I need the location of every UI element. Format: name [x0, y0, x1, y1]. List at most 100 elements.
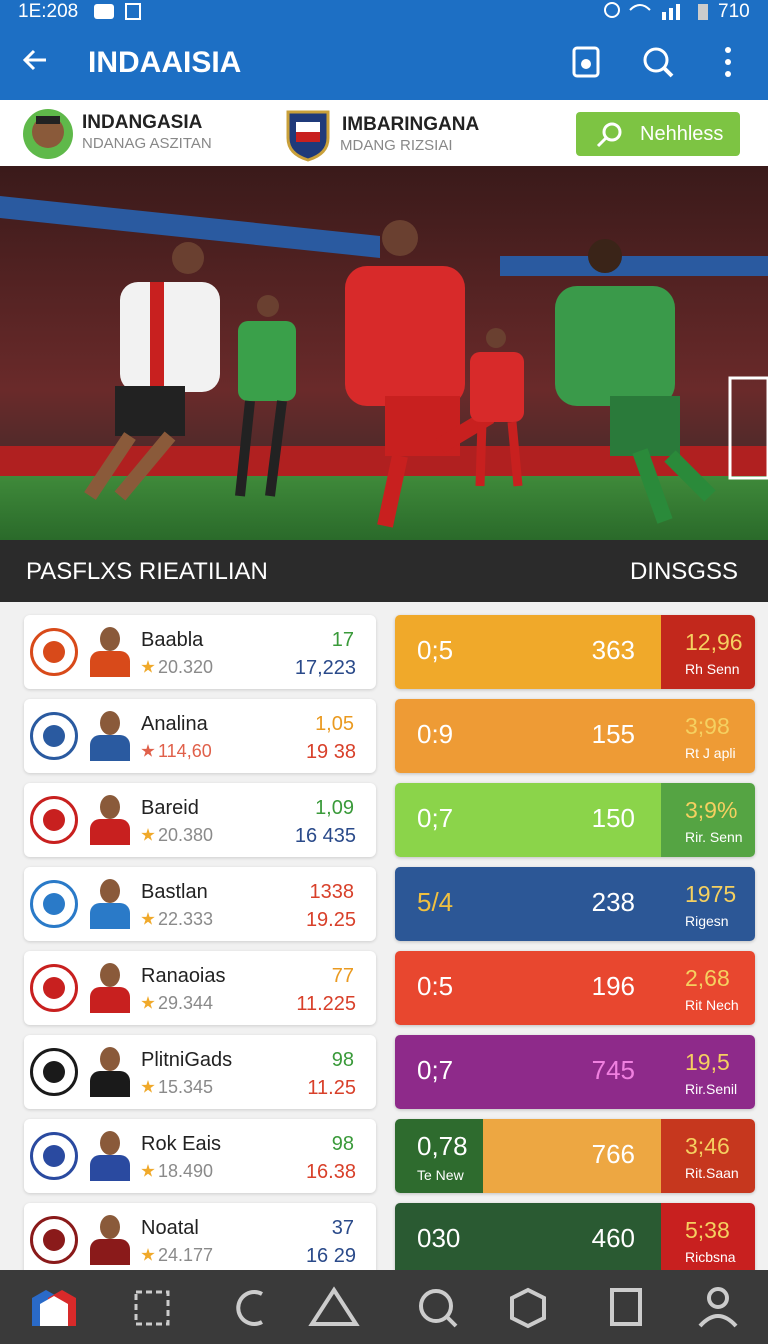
- section-action[interactable]: DINSGSS: [629, 558, 738, 585]
- player-avatar: [90, 1215, 130, 1265]
- player-avatar: [90, 1047, 130, 1097]
- stat-top: 1,09: [315, 797, 354, 819]
- stat-panel: 0;7 745 19,5 Rir.Senil: [395, 1035, 755, 1109]
- status-icons: [94, 3, 141, 20]
- section-header: [0, 540, 768, 602]
- stat-panel: 0;5 363 12,96 Rh Senn: [395, 615, 755, 689]
- player-rating: 20.320: [158, 657, 214, 677]
- player-rating: 114,60: [158, 741, 212, 761]
- side-cell: 19,5 Rir.Senil: [661, 1035, 755, 1109]
- player-avatar: [90, 795, 130, 845]
- player-name: Ranaoias: [141, 965, 226, 987]
- stat-panel: 030 460 5;38 Ricbsna: [395, 1203, 755, 1277]
- bottom-nav: [0, 1270, 768, 1344]
- app-actions[interactable]: [570, 44, 740, 80]
- score: 030: [417, 1223, 461, 1253]
- player-avatar: [90, 879, 130, 929]
- crest-center: [43, 809, 65, 831]
- avatar-shirt: [90, 903, 130, 929]
- stat-panel: 0:9 155 3;98 Rt J apli: [395, 699, 755, 773]
- score-cell: 0:9: [395, 699, 545, 773]
- avatar-head: [100, 711, 120, 735]
- player-avatar: [90, 627, 130, 677]
- avatar-shirt: [90, 735, 130, 761]
- count-cell: 745: [545, 1035, 661, 1109]
- follow-button[interactable]: Nehhless: [576, 112, 740, 156]
- avatar-head: [100, 963, 120, 987]
- stat-top: 98: [331, 1133, 354, 1155]
- count-cell: 150: [545, 783, 661, 857]
- button-icon: [596, 122, 622, 148]
- score-sub: Te New: [417, 1167, 464, 1183]
- player-name: Bareid: [141, 797, 199, 819]
- side-value: 2,68: [685, 965, 730, 991]
- player-card: Baabla 20.320 17 17,223: [24, 615, 376, 689]
- player-rating: 15.345: [158, 1077, 214, 1097]
- count: 196: [591, 971, 635, 1001]
- stat-bottom: 11.225: [296, 993, 356, 1015]
- player-card: Analina 114,60 1,05 19 38: [24, 699, 376, 773]
- side-cell: 1975 Rigesn: [661, 867, 755, 941]
- team-crest: [30, 796, 78, 844]
- player-card: Bareid 20.380 1,09 16 435: [24, 783, 376, 857]
- count: 745: [591, 1055, 635, 1085]
- side-sub: Rt J apli: [685, 745, 736, 761]
- section-title: PASFLXS RIEATILIAN: [26, 558, 268, 585]
- rating-star: [141, 912, 155, 925]
- stat-bottom: 16 435: [294, 825, 356, 847]
- score: 5/4: [417, 887, 454, 917]
- stat-top: 1,05: [315, 713, 354, 735]
- stat-panel: 0:5 196 2,68 Rit Nech: [395, 951, 755, 1025]
- rating-star: [141, 1164, 155, 1177]
- side-sub: Ricbsna: [685, 1249, 736, 1265]
- score-cell: 0;7: [395, 1035, 545, 1109]
- player-name: Noatal: [141, 1217, 199, 1239]
- stat-bottom: 11.25: [307, 1077, 356, 1099]
- button-label: Nehhless: [640, 123, 724, 145]
- player-card: Noatal 24.177 37 16 29: [24, 1203, 376, 1277]
- home-subtitle: NDANAG ASZITAN: [82, 135, 212, 152]
- avatar-shirt: [90, 651, 130, 677]
- score-cell: 0;7: [395, 783, 545, 857]
- stat-top: 1338: [309, 881, 355, 903]
- avatar-head: [100, 1047, 120, 1071]
- count: 766: [591, 1139, 635, 1169]
- away-crest: [286, 110, 330, 162]
- side-cell: 2,68 Rit Nech: [661, 951, 755, 1025]
- side-value: 3;46: [685, 1133, 730, 1159]
- stat-bottom: 19 38: [305, 741, 356, 763]
- count: 238: [591, 887, 635, 917]
- avatar-shirt: [90, 819, 130, 845]
- nav-icons[interactable]: [0, 1270, 768, 1344]
- count: 150: [591, 803, 635, 833]
- rating-star: [141, 1248, 155, 1261]
- avatar-shirt: [90, 1071, 130, 1097]
- crest-center: [43, 1145, 65, 1167]
- count: 460: [591, 1223, 635, 1253]
- player-avatar: [90, 963, 130, 1013]
- team-crest: [30, 964, 78, 1012]
- count-cell: 460: [545, 1203, 661, 1277]
- back-button[interactable]: [20, 44, 52, 76]
- stat-bottom: 16 29: [305, 1245, 356, 1267]
- player-card: Ranaoias 29.344 77 11.225: [24, 951, 376, 1025]
- side-sub: Rh Senn: [685, 661, 740, 677]
- crest-center: [43, 977, 65, 999]
- crest-center: [43, 893, 65, 915]
- stat-top: 77: [331, 965, 354, 987]
- player-rating: 29.344: [158, 993, 214, 1013]
- home-avatar: [23, 109, 73, 159]
- rating-star: [141, 744, 155, 757]
- side-sub: Rit Nech: [685, 997, 739, 1013]
- count-cell: 155: [545, 699, 661, 773]
- player-name: Analina: [141, 713, 208, 735]
- match-photo: [0, 166, 768, 540]
- rating-star: [141, 996, 155, 1009]
- stat-top: 37: [331, 1217, 354, 1239]
- status-battery: 710: [718, 1, 750, 22]
- side-sub: Rigesn: [685, 913, 729, 929]
- avatar-head: [100, 879, 120, 903]
- player-name: Rok Eais: [141, 1133, 222, 1155]
- rating-star: [141, 828, 155, 841]
